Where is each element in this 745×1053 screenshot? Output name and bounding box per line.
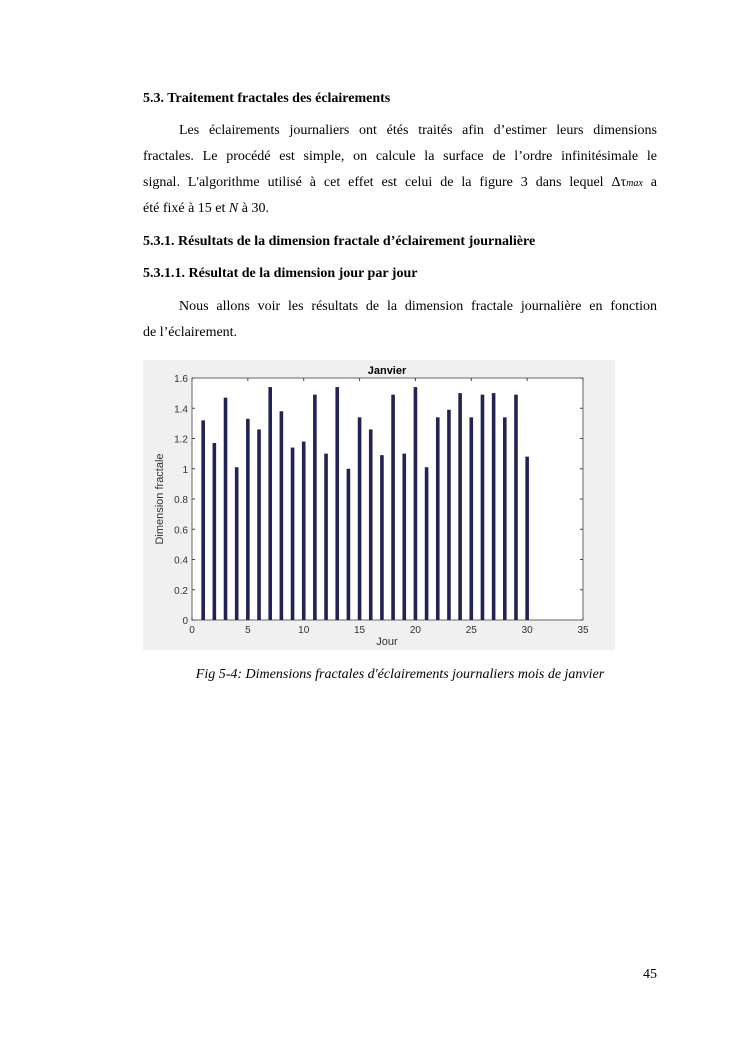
bar-day-7 — [268, 387, 272, 620]
y-axis-label: Dimension fractale — [154, 453, 166, 544]
bar-day-25 — [469, 417, 474, 620]
x-axis-label: Jour — [376, 636, 398, 648]
y-tick-label: 0.6 — [174, 525, 188, 536]
figure-caption: Fig 5-4: Dimensions fractales d'éclairem… — [195, 667, 605, 682]
plot-area — [191, 377, 584, 621]
bar-day-4 — [234, 467, 239, 620]
bar-day-15 — [357, 417, 362, 620]
paragraph-line: Nous allons voir les résultats de la dim… — [179, 299, 657, 314]
bar-day-22 — [435, 417, 440, 620]
bar-day-20 — [413, 387, 418, 620]
page-number: 45 — [643, 967, 657, 982]
bar-day-14 — [346, 468, 351, 620]
bar-day-16 — [368, 429, 373, 620]
bar-day-18 — [391, 394, 395, 620]
subsubsection-heading: 5.3.1.1. Résultat de la dimension jour p… — [143, 266, 418, 281]
bar-day-27 — [491, 393, 496, 620]
paragraph-line: signal. L'algorithme utilisé à cet effet… — [143, 175, 657, 190]
chart-title: Janvier — [368, 365, 407, 377]
bar-day-2 — [212, 443, 217, 620]
x-tick-label: 15 — [354, 625, 366, 636]
paragraph-line: Les éclairements journaliers ont étés tr… — [179, 123, 657, 138]
y-tick-label: 1 — [182, 465, 188, 476]
bar-day-28 — [503, 417, 507, 620]
x-tick-label: 35 — [577, 625, 589, 636]
y-tick-label: 1.2 — [174, 435, 188, 446]
bar-day-8 — [279, 411, 284, 620]
bar-day-12 — [324, 453, 328, 620]
bar-day-29 — [514, 394, 518, 620]
y-tick-label: 0 — [182, 616, 188, 627]
bar-day-23 — [447, 409, 451, 620]
y-tick-label: 0.8 — [174, 495, 188, 506]
subsection-heading: 5.3.1. Résultats de la dimension fractal… — [143, 234, 536, 249]
x-tick-label: 0 — [189, 625, 195, 636]
x-tick-label: 30 — [522, 625, 534, 636]
paragraph-line: été fixé à 15 et N à 30. — [143, 201, 269, 216]
bar-day-6 — [257, 429, 261, 620]
bar-day-21 — [424, 467, 429, 620]
bar-day-10 — [301, 441, 306, 620]
bar-day-24 — [458, 393, 462, 620]
bar-day-17 — [380, 455, 384, 620]
x-tick-label: 10 — [298, 625, 310, 636]
bar-day-26 — [480, 394, 485, 620]
paragraph-line: de l’éclairement. — [143, 325, 238, 340]
bar-day-11 — [313, 394, 317, 620]
bar-day-9 — [290, 447, 295, 620]
bar-day-19 — [402, 453, 407, 620]
y-tick-label: 0.2 — [174, 586, 188, 597]
x-tick-label: 20 — [410, 625, 422, 636]
bar-day-1 — [201, 420, 205, 620]
bar-day-5 — [246, 418, 250, 620]
paragraph-line: fractales. Le procédé est simple, on cal… — [143, 149, 657, 164]
bar-day-30 — [525, 456, 529, 620]
bar-day-13 — [335, 387, 340, 620]
bar-day-3 — [223, 397, 228, 620]
section-heading: 5.3. Traitement fractales des éclairemen… — [143, 91, 391, 106]
y-tick-label: 1.6 — [174, 374, 188, 385]
x-tick-label: 5 — [245, 625, 251, 636]
y-tick-label: 1.4 — [174, 404, 188, 415]
y-tick-label: 0.4 — [174, 556, 188, 567]
x-tick-label: 25 — [466, 625, 478, 636]
bar-chart: Janvier Jour Dimension fractale 0 5 10 15 20… — [143, 360, 615, 650]
